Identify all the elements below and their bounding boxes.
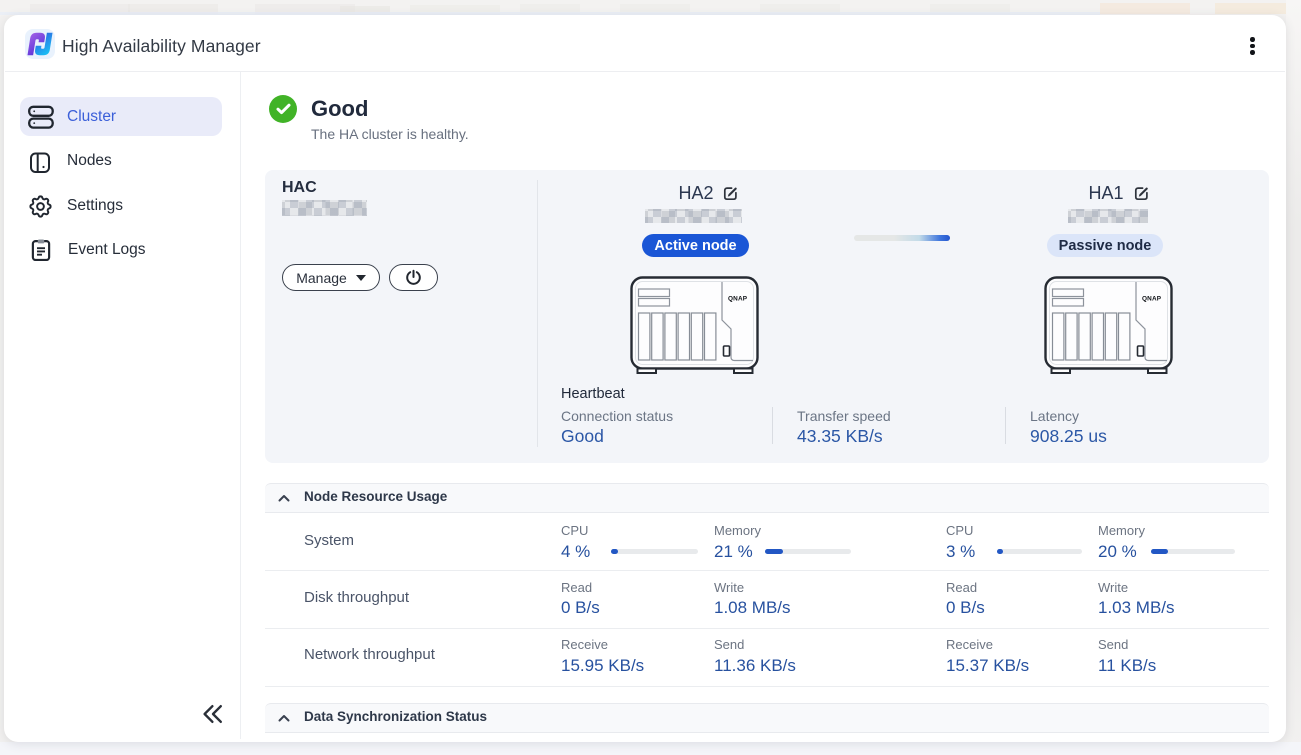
svg-text:QNAP: QNAP xyxy=(1142,296,1162,303)
svg-text:QNAP: QNAP xyxy=(728,296,748,303)
